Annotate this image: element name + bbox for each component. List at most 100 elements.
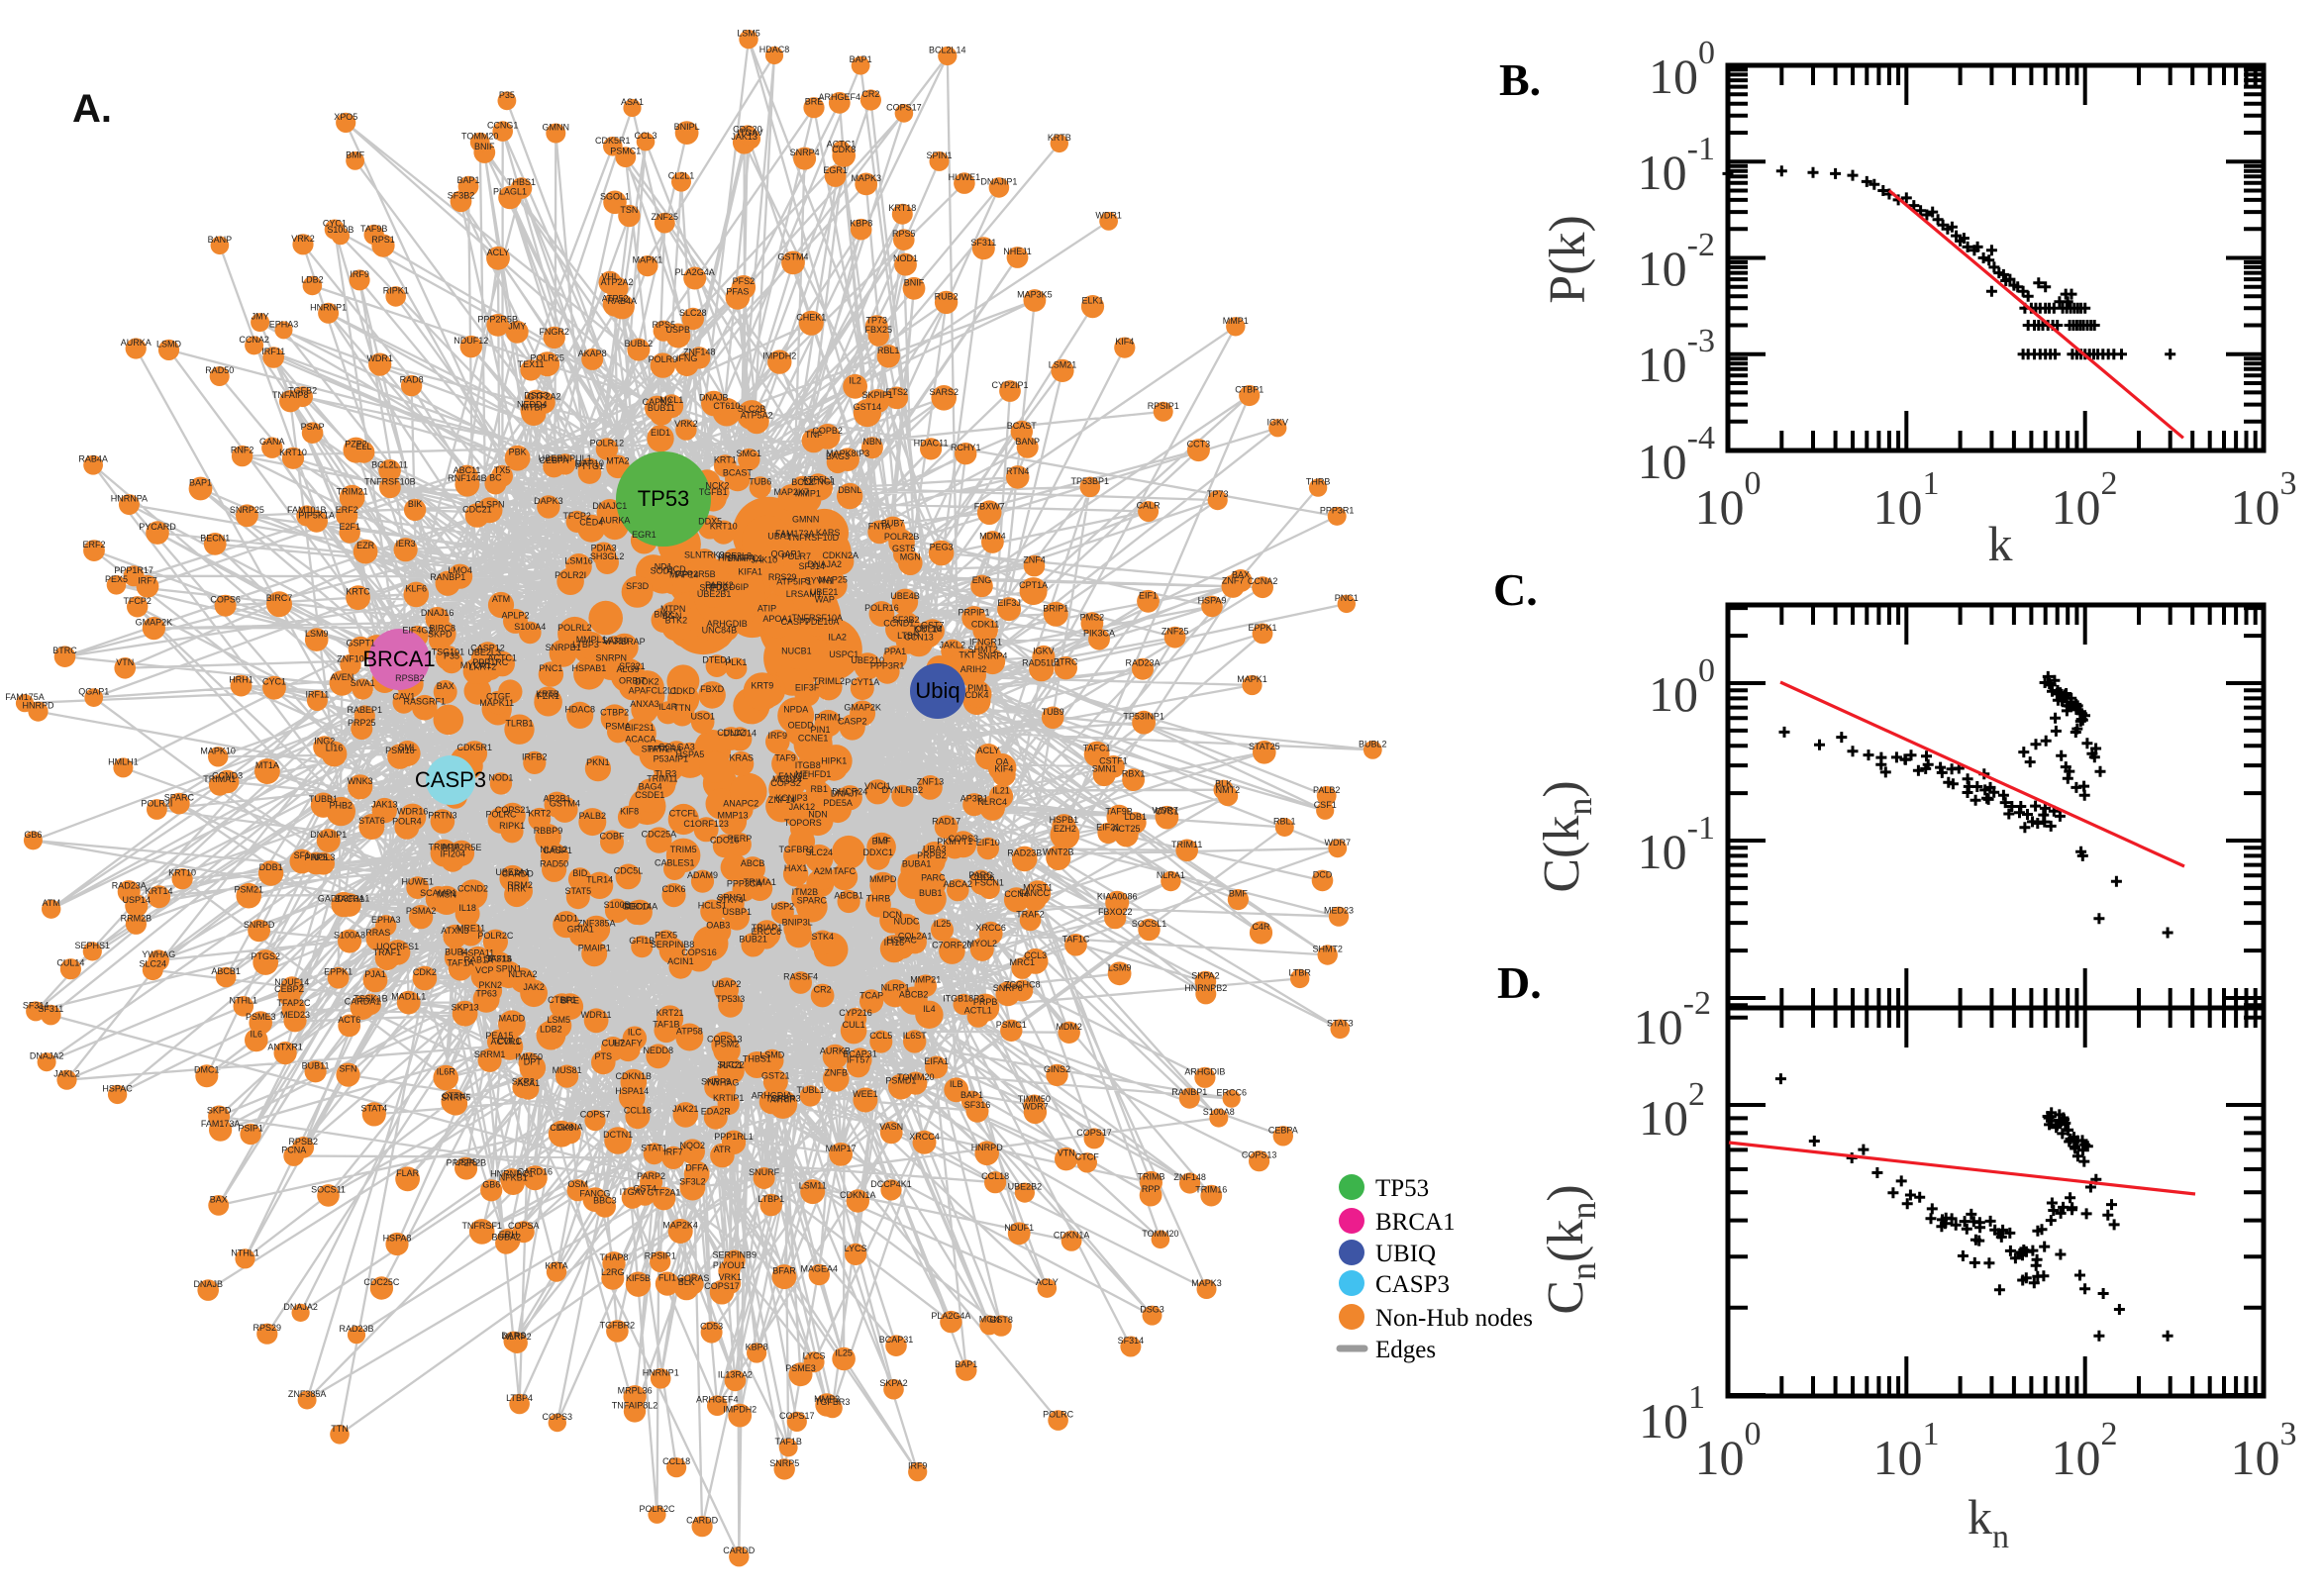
svg-text:DCD: DCD (666, 564, 686, 574)
svg-text:APLP2: APLP2 (501, 610, 529, 620)
svg-text:QGAP1: QGAP1 (770, 549, 801, 559)
svg-text:SNRPC1: SNRPC1 (727, 553, 763, 563)
svg-text:PPP3CA: PPP3CA (727, 878, 762, 888)
svg-text:VTN: VTN (1058, 1148, 1075, 1158)
svg-text:VTN: VTN (116, 657, 134, 667)
svg-text:PPP1RL1: PPP1RL1 (714, 1132, 754, 1142)
svg-text:FBXD: FBXD (700, 684, 725, 694)
svg-text:ASA1: ASA1 (517, 1078, 540, 1088)
svg-text:BAX: BAX (210, 1194, 228, 1204)
svg-text:GRIA1: GRIA1 (567, 925, 594, 935)
svg-text:ADD1: ADD1 (555, 914, 578, 924)
svg-text:GMNN: GMNN (792, 515, 820, 525)
svg-text:SEPHS1: SEPHS1 (75, 941, 111, 950)
svg-text:IFI16: IFI16 (884, 938, 905, 948)
svg-text:TRIM16: TRIM16 (428, 843, 459, 852)
svg-text:POLR9: POLR9 (649, 354, 678, 364)
svg-text:USP2: USP2 (771, 902, 795, 912)
svg-text:LI16: LI16 (326, 744, 344, 753)
svg-text:WNT2B: WNT2B (1043, 847, 1074, 856)
svg-text:THBS1: THBS1 (743, 1054, 771, 1064)
svg-text:ATM: ATM (43, 898, 60, 908)
svg-text:TP73: TP73 (866, 316, 888, 326)
svg-text:CDK2: CDK2 (413, 967, 437, 977)
svg-text:RABEP1: RABEP1 (348, 705, 383, 715)
svg-text:MMPD: MMPD (869, 874, 897, 884)
svg-text:VRK2: VRK2 (674, 419, 698, 429)
svg-text:NDUF14: NDUF14 (274, 977, 309, 987)
svg-text:SKPD: SKPD (428, 630, 453, 640)
svg-text:CCNG1: CCNG1 (487, 121, 519, 131)
svg-text:BRE: BRE (805, 97, 824, 107)
svg-text:IL4R: IL4R (658, 702, 678, 712)
svg-text:CYP216: CYP216 (839, 1008, 872, 1018)
svg-text:EIFA1: EIFA1 (924, 1056, 949, 1066)
svg-text:DSG3: DSG3 (524, 391, 549, 401)
svg-text:SNRP5: SNRP5 (769, 1458, 799, 1468)
svg-text:UBA3: UBA3 (923, 845, 947, 854)
svg-text:WDR7: WDR7 (1152, 806, 1178, 816)
svg-text:NBN: NBN (862, 437, 881, 447)
svg-text:SERPINB8: SERPINB8 (651, 940, 695, 949)
svg-text:IFNGR1: IFNGR1 (969, 638, 1002, 648)
svg-text:SF313: SF313 (485, 954, 512, 964)
svg-text:BUB4: BUB4 (445, 947, 468, 956)
svg-text:FAM173A: FAM173A (775, 529, 815, 539)
svg-text:ARHGDIB: ARHGDIB (707, 619, 748, 629)
svg-text:WNK3: WNK3 (348, 776, 373, 786)
svg-text:VASN: VASN (879, 1122, 903, 1132)
svg-text:NOD1: NOD1 (488, 772, 513, 782)
svg-text:S100B: S100B (327, 225, 354, 235)
svg-text:FNGR2: FNGR2 (539, 327, 569, 337)
svg-text:LTBR: LTBR (1289, 967, 1312, 977)
svg-text:CCNG1: CCNG1 (804, 477, 836, 487)
svg-text:MYOA1: MYOA1 (460, 660, 492, 670)
svg-text:SLC22: SLC22 (717, 1060, 745, 1070)
svg-text:SF311: SF311 (38, 1004, 63, 1014)
svg-text:TP53INP1: TP53INP1 (1123, 712, 1164, 722)
svg-text:ARHGDIB: ARHGDIB (1184, 1066, 1225, 1076)
svg-text:SKP2: SKP2 (512, 1076, 535, 1086)
svg-text:RANBP1: RANBP1 (1171, 1087, 1207, 1097)
svg-text:DTED1: DTED1 (702, 655, 732, 665)
svg-text:LTBR: LTBR (897, 631, 920, 641)
svg-text:DCTN1: DCTN1 (603, 1130, 633, 1140)
svg-text:PPP1RC: PPP1RC (472, 657, 509, 667)
svg-text:BMX: BMX (654, 609, 673, 619)
svg-text:IL25: IL25 (835, 1348, 853, 1358)
svg-text:NPDA: NPDA (783, 705, 808, 715)
svg-text:LDB2: LDB2 (301, 275, 324, 285)
svg-text:TNF: TNF (805, 430, 823, 440)
svg-text:PCNA: PCNA (281, 1146, 306, 1155)
svg-text:RAB4A: RAB4A (608, 296, 638, 306)
svg-text:SF310: SF310 (602, 636, 629, 646)
svg-text:DMC1: DMC1 (194, 1065, 220, 1075)
svg-text:SKPA2: SKPA2 (879, 1378, 907, 1388)
svg-text:PARG: PARG (968, 870, 993, 880)
svg-text:HUWE1: HUWE1 (401, 877, 434, 887)
svg-text:NLR12: NLR12 (540, 845, 567, 854)
svg-text:POLR2I: POLR2I (555, 570, 586, 580)
svg-text:MGN: MGN (900, 552, 921, 562)
svg-text:PPA1: PPA1 (884, 647, 906, 656)
svg-text:CTBP1: CTBP1 (1235, 385, 1263, 395)
svg-text:KRTB: KRTB (536, 689, 559, 699)
svg-text:HSPA8: HSPA8 (383, 1234, 412, 1244)
svg-text:TP53: TP53 (638, 486, 690, 511)
svg-text:CARDA1: CARDA1 (345, 997, 381, 1007)
svg-text:CASP2: CASP2 (838, 717, 867, 727)
svg-text:SNRP6: SNRP6 (993, 983, 1023, 993)
svg-text:HRH1: HRH1 (229, 675, 253, 685)
svg-text:SKPA2: SKPA2 (1191, 971, 1219, 981)
svg-text:C(kn): C(kn) (1534, 780, 1599, 892)
svg-text:RRM2: RRM2 (507, 880, 533, 890)
svg-text:SHMT2: SHMT2 (1312, 945, 1343, 954)
svg-text:PTGS2: PTGS2 (251, 951, 280, 961)
svg-text:RAD23B: RAD23B (339, 1324, 373, 1334)
svg-text:SF3B2: SF3B2 (892, 615, 920, 625)
svg-text:WDR7: WDR7 (1325, 838, 1352, 848)
svg-text:DCN: DCN (882, 910, 902, 920)
svg-text:C7ORF20: C7ORF20 (932, 941, 972, 950)
svg-text:HSPA14: HSPA14 (615, 1086, 649, 1096)
svg-text:PIYOU1: PIYOU1 (713, 1260, 746, 1270)
